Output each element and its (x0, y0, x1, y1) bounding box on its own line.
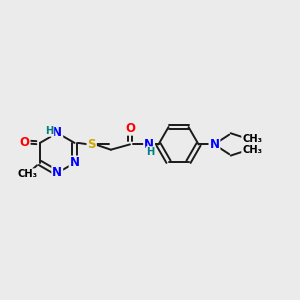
Text: N: N (70, 157, 80, 169)
Text: H: H (146, 147, 155, 157)
Text: CH₃: CH₃ (17, 169, 38, 179)
Text: CH₃: CH₃ (242, 145, 262, 155)
Text: O: O (20, 136, 30, 149)
Text: N: N (52, 167, 62, 179)
Text: N: N (144, 138, 154, 151)
Text: S: S (87, 138, 96, 151)
Text: O: O (125, 122, 135, 135)
Text: N: N (52, 126, 62, 140)
Text: H: H (45, 126, 53, 136)
Text: CH₃: CH₃ (242, 134, 262, 143)
Text: N: N (209, 138, 220, 151)
